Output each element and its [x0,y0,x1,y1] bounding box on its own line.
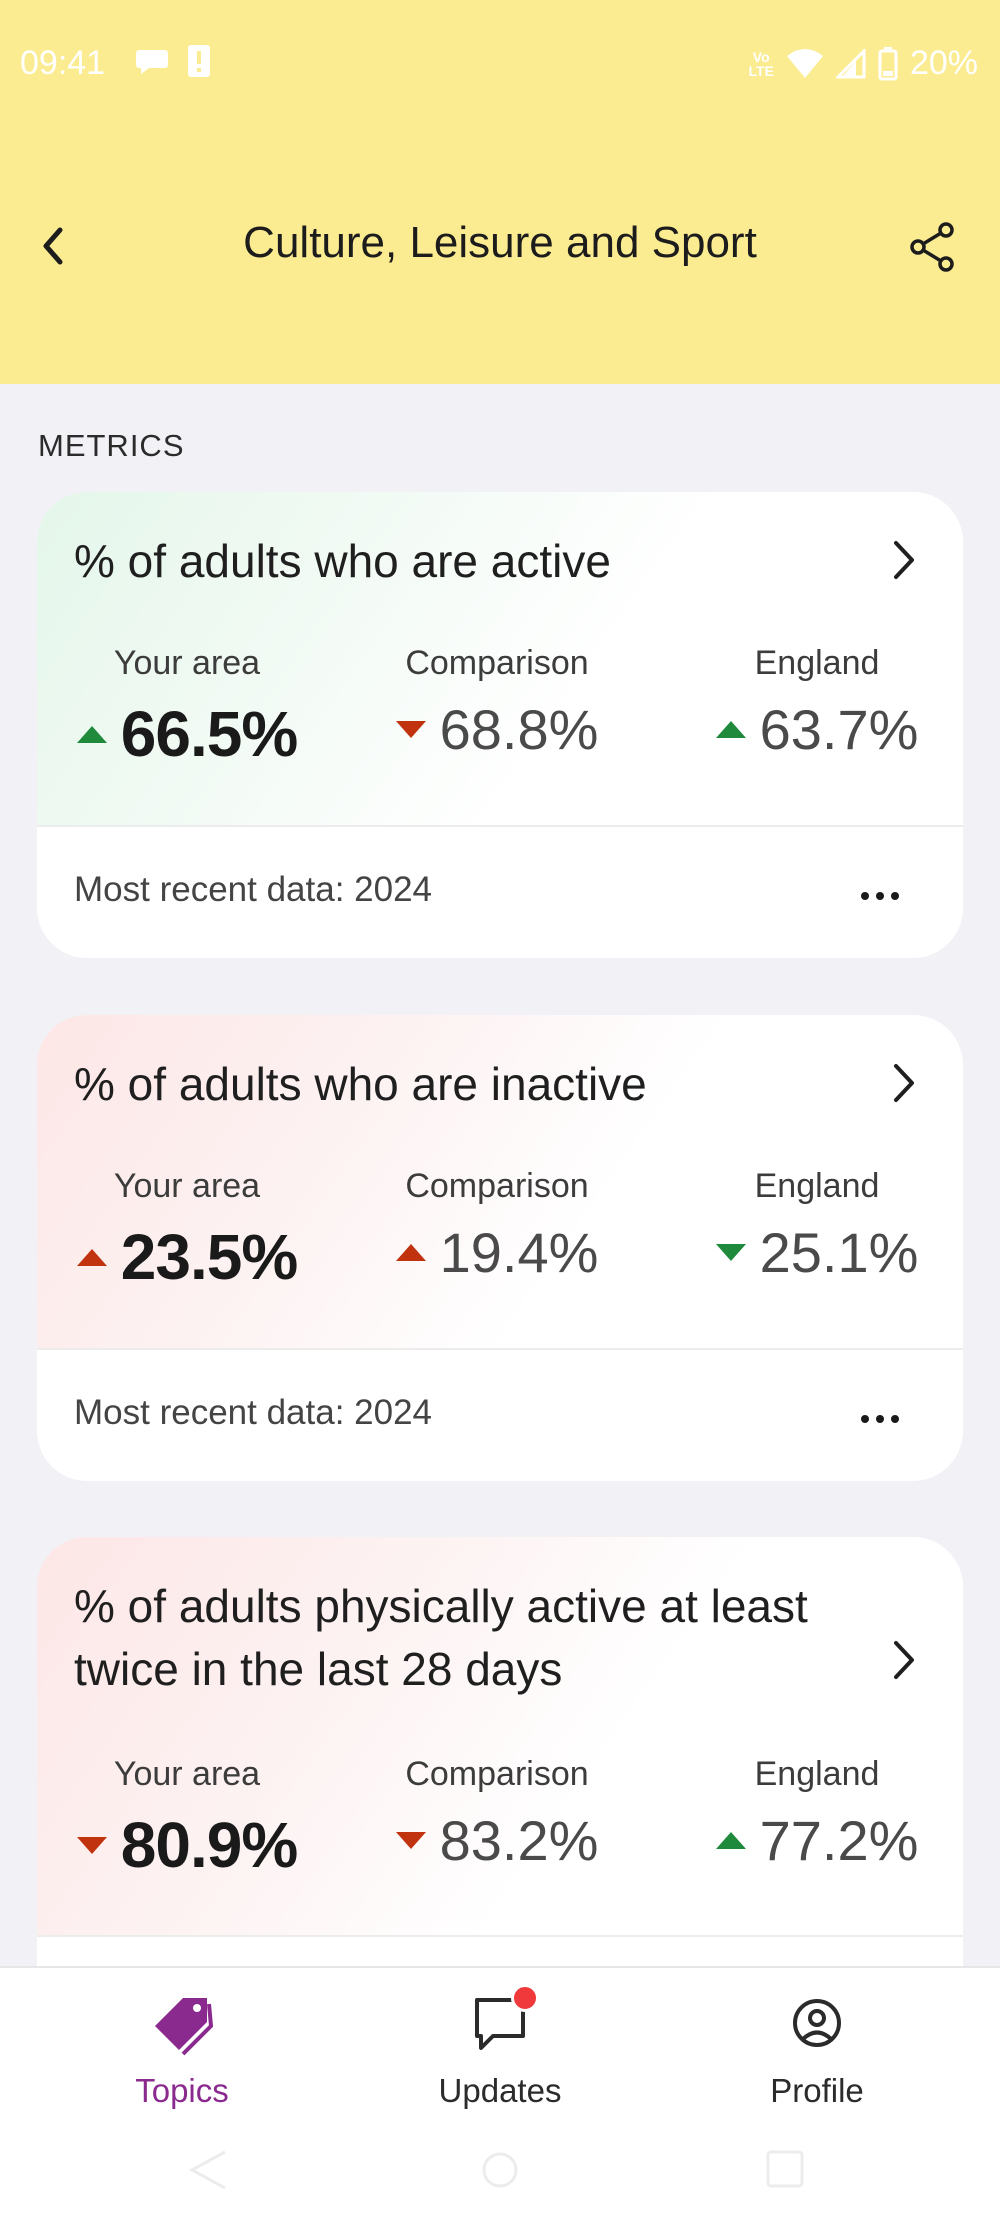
nav-label: Topics [135,2072,229,2109]
trend-up-icon [76,1248,107,1266]
nav-tab-updates[interactable]: Updates [400,1984,600,2110]
metric-value: 25.1% [759,1221,919,1284]
message-notification-icon [136,50,168,74]
nav-tab-profile[interactable]: Profile [717,1988,917,2110]
metric-your-area: Your area 66.5% [57,644,317,771]
trend-down-icon [395,1832,426,1849]
chevron-right-icon[interactable] [888,1060,918,1106]
metric-value: 23.5% [120,1221,298,1293]
card-title: % of adults who are active [74,535,611,587]
metric-value: 66.5% [120,698,298,770]
metric-label: England [754,1167,880,1205]
chat-bubble-icon [465,1984,539,2058]
metric-card-active-twice[interactable]: % of adults physically active at least t… [37,1537,963,2037]
metric-england: England 25.1% [697,1167,937,1285]
signal-icon [835,48,866,78]
notification-badge-dot [511,1984,539,2012]
battery-percent: 20% [909,44,978,82]
metric-label: England [754,1755,880,1793]
card-title-line-2: twice in the last 28 days [74,1643,563,1695]
metric-comparison: Comparison 83.2% [377,1755,617,1873]
status-bar: 09:41 Vo LTE 2 [0,36,1000,92]
metric-value: 19.4% [439,1221,599,1284]
back-button[interactable] [30,216,80,276]
metric-comparison: Comparison 68.8% [377,644,617,762]
wifi-icon [786,48,823,78]
divider [37,1348,963,1350]
user-circle-icon [782,1988,852,2058]
trend-down-icon [76,1836,107,1854]
bottom-navigation: Topics Updates Profile [0,1966,1000,2222]
chevron-right-icon[interactable] [888,1637,918,1683]
trend-up-icon [395,1244,426,1261]
nav-tab-topics[interactable]: Topics [82,1988,282,2110]
metric-england: England 77.2% [697,1755,937,1873]
app-header: 09:41 Vo LTE 2 [0,0,1000,384]
more-options-button[interactable] [861,1409,905,1429]
back-nav-icon [188,2150,226,2190]
status-time: 09:41 [20,44,106,82]
status-system-icons: Vo LTE 20% [749,44,978,83]
more-options-button[interactable] [861,886,905,906]
card-title: % of adults physically active at least t… [74,1575,854,1701]
nav-label: Updates [438,2072,562,2109]
volte-indicator: Vo LTE [748,48,774,79]
recents-nav-icon [766,2150,804,2188]
chevron-left-icon [43,227,63,265]
home-nav-icon [482,2152,518,2188]
divider [37,825,963,827]
alert-notification-icon [188,45,210,77]
metric-label: England [754,644,880,682]
card-title: % of adults who are inactive [74,1058,647,1110]
section-label-metrics: METRICS [38,428,185,463]
status-notification-icons [135,44,211,78]
metric-your-area: Your area 23.5% [57,1167,317,1294]
card-title-line-1: % of adults physically active at least [74,1580,808,1632]
metric-value: 80.9% [120,1809,298,1881]
metric-your-area: Your area 80.9% [57,1755,317,1882]
chevron-right-icon[interactable] [888,537,918,583]
divider [37,1935,963,1937]
trend-down-icon [715,1244,746,1261]
page-title: Culture, Leisure and Sport [243,218,757,267]
metric-card-inactive[interactable]: % of adults who are inactive Your area 2… [37,1015,963,1481]
metric-value: 77.2% [759,1809,919,1872]
metric-card-active[interactable]: % of adults who are active Your area 66.… [37,492,963,958]
metric-value: 83.2% [439,1809,599,1872]
nav-label: Profile [770,2072,864,2109]
system-navigation-bar [188,2150,804,2190]
metric-label: Comparison [405,1167,589,1205]
metric-label: Comparison [405,1755,589,1793]
most-recent-data: Most recent data: 2024 [74,1393,432,1432]
trend-up-icon [76,725,107,743]
metric-label: Your area [113,1755,261,1793]
share-button[interactable] [906,220,960,274]
metric-label: Your area [113,1167,261,1205]
toolbar: Culture, Leisure and Sport [0,200,1000,292]
trend-down-icon [395,721,426,738]
most-recent-data: Most recent data: 2024 [74,870,432,909]
metric-label: Your area [113,644,261,682]
tag-icon [147,1988,217,2058]
trend-up-icon [715,1832,746,1849]
trend-up-icon [715,721,746,738]
metric-value: 63.7% [759,698,919,761]
share-icon [910,222,954,272]
metric-comparison: Comparison 19.4% [377,1167,617,1285]
metric-england: England 63.7% [697,644,937,762]
battery-icon [878,46,898,80]
metric-label: Comparison [405,644,589,682]
metric-value: 68.8% [439,698,599,761]
